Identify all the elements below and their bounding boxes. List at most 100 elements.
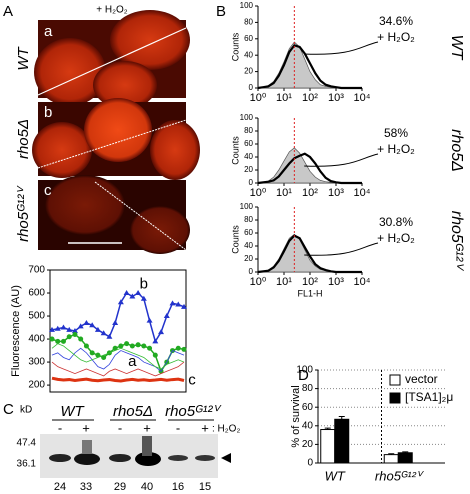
point <box>141 343 147 349</box>
x-tick-label: 10⁰ <box>250 187 267 199</box>
x-tick-label: 10¹ <box>276 276 292 288</box>
arrow <box>304 153 379 167</box>
y-tick-label: 100 <box>240 202 254 211</box>
arrow <box>304 242 379 256</box>
treatment-label: + H₂O₂ <box>96 5 128 16</box>
micrograph <box>38 175 190 254</box>
series-line <box>51 347 185 372</box>
point <box>106 333 113 339</box>
point <box>95 352 101 358</box>
legend-label: [TSA1]₂μ <box>405 390 453 404</box>
point <box>175 301 182 307</box>
x-tick-label: 10³ <box>328 92 344 104</box>
y-tick-label: 60 <box>244 34 253 43</box>
y-tick-label: 0 <box>249 267 254 276</box>
point <box>123 290 130 296</box>
histogram <box>257 147 362 184</box>
lane-sign: + <box>143 420 151 435</box>
y-tick-label: 80 <box>244 126 253 135</box>
y-tick-label: 60 <box>244 228 253 237</box>
series-line <box>51 376 185 383</box>
y-axis-label: Counts <box>230 136 240 165</box>
marker-label: 36.1 <box>17 459 37 470</box>
x-tick-label: 10⁴ <box>354 92 371 104</box>
micrograph <box>34 10 190 109</box>
x-tick-label: 10² <box>302 276 318 288</box>
image-letter: a <box>44 23 53 40</box>
point <box>129 343 135 349</box>
point <box>147 345 153 351</box>
y-tick-label: 200 <box>28 380 45 391</box>
point <box>89 322 96 328</box>
strain-label: rho5ᴳ¹²ⱽ <box>15 185 32 242</box>
series-line <box>51 343 185 370</box>
bar <box>334 418 350 464</box>
y-tick-label: 60 <box>244 139 253 148</box>
histogram <box>257 44 362 90</box>
point <box>163 313 170 319</box>
point <box>152 338 159 344</box>
error-bar <box>338 416 345 420</box>
point <box>175 345 181 351</box>
point <box>77 323 84 329</box>
x-tick-label: 10⁴ <box>354 276 371 288</box>
legend-label: vector <box>405 372 438 386</box>
bar <box>383 454 399 464</box>
point <box>152 352 158 358</box>
y-tick-label: 300 <box>28 357 45 368</box>
arrow <box>304 41 379 55</box>
legend-swatch <box>389 374 401 386</box>
point <box>124 341 130 347</box>
lane-quantity: 16 <box>172 481 184 493</box>
panel-label: D <box>298 367 309 384</box>
y-tick-label: 500 <box>28 311 45 322</box>
lane-sign: + <box>82 420 90 435</box>
x-tick-label: 10⁴ <box>354 187 371 199</box>
lane-quantity: 40 <box>141 481 153 493</box>
point <box>181 346 187 352</box>
y-tick-label: 700 <box>28 265 45 276</box>
y-tick-label: 40 <box>244 152 253 161</box>
histogram <box>257 152 362 185</box>
point <box>158 329 165 335</box>
strain-label: rho5ᴳ¹²ⱽ <box>165 403 222 420</box>
image-letter: b <box>44 104 52 121</box>
series-line <box>51 361 185 377</box>
x-tick-label: 10⁰ <box>250 92 267 104</box>
point <box>66 334 72 340</box>
point <box>169 300 176 306</box>
point <box>118 343 124 349</box>
y-tick-label: 80 <box>244 215 253 224</box>
lane-quantity: 29 <box>114 481 126 493</box>
lane-sign: - <box>58 420 62 435</box>
x-tick-label: 10⁰ <box>250 276 267 288</box>
point <box>135 342 141 348</box>
point <box>140 295 147 301</box>
marker-label: 47.4 <box>17 438 37 449</box>
lane-sign: - <box>118 420 122 435</box>
point <box>181 303 187 309</box>
error-bar <box>324 427 331 430</box>
point <box>54 325 61 331</box>
panel-label: A <box>3 3 13 20</box>
lane-sign: + <box>201 420 209 435</box>
point <box>94 326 101 332</box>
series-label: c <box>188 371 196 388</box>
y-tick-label: 80 <box>244 18 253 27</box>
y-tick-label: 600 <box>28 288 45 299</box>
y-tick-label: 40 <box>244 50 253 59</box>
point <box>55 338 61 344</box>
y-tick-label: 20 <box>244 67 253 76</box>
lane-quantity: 15 <box>199 481 211 493</box>
lane-sign: - <box>176 420 180 435</box>
y-axis-label: Fluorescence (AU) <box>10 285 22 377</box>
annotation: + H₂O₂ <box>377 30 415 44</box>
annotation: 34.6% <box>379 14 413 28</box>
lane-quantity: 24 <box>54 481 66 493</box>
y-tick-label: 100 <box>296 365 313 376</box>
point <box>100 330 107 336</box>
error-bar <box>402 451 409 453</box>
annotation: 30.8% <box>379 215 413 229</box>
point <box>72 331 78 337</box>
point <box>112 345 118 351</box>
